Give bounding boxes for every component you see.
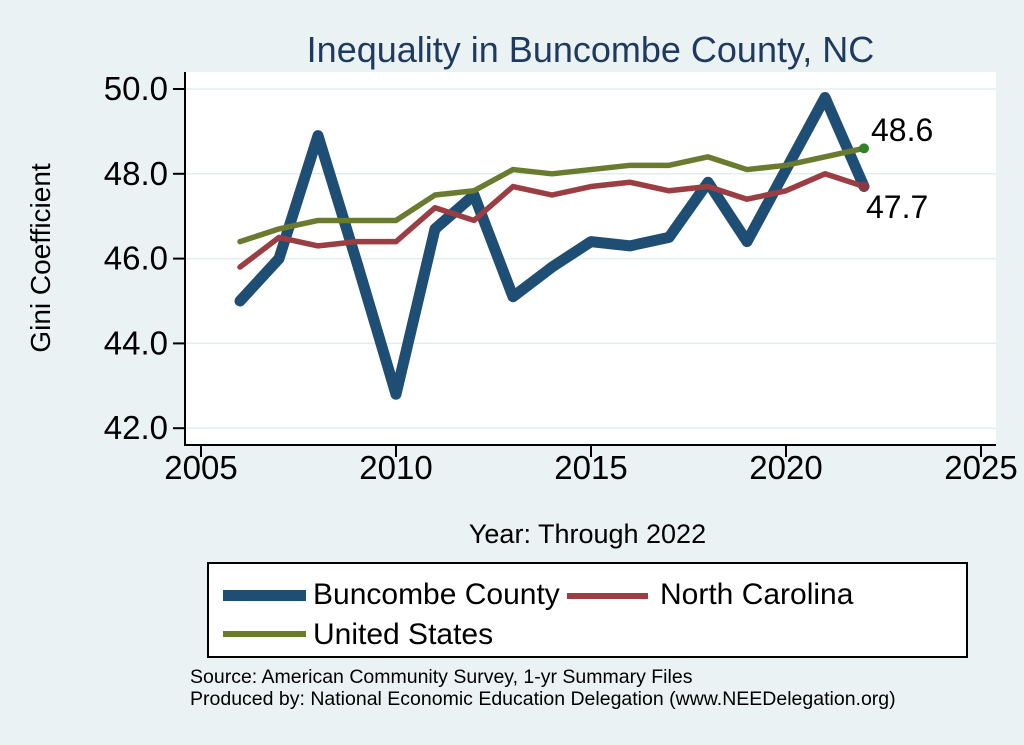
x-tick-label: 2015 [554,449,627,486]
y-tick-label: 48.0 [104,155,168,192]
legend-swatch-buncombe-county [223,590,306,601]
produced-by-note: Produced by: National Economic Education… [190,688,896,710]
x-tick-label: 2005 [164,449,237,486]
line-united-states [237,145,867,245]
y-tick-label: 44.0 [104,324,168,361]
x-tick-label: 2025 [944,449,1017,486]
y-tick-label: 46.0 [104,240,168,277]
y-tick-label: 50.0 [104,70,168,107]
source-note: Source: American Community Survey, 1-yr … [190,666,693,688]
legend-swatch-north-carolina [567,593,648,599]
x-tick-label: 2020 [749,449,822,486]
x-tick-label: 2010 [359,449,432,486]
legend-swatch-united-states [223,631,306,637]
end-marker-north-carolina [859,181,869,192]
line-north-carolina [237,171,867,270]
end-label: 47.7 [866,189,928,225]
legend-label-united-states: United States [313,618,494,651]
legend-label-north-carolina: North Carolina [660,578,854,611]
legend-label-buncombe-county: Buncombe County [313,578,560,611]
chart-title: Inequality in Buncombe County, NC [307,29,875,70]
end-label: 48.6 [871,112,933,148]
y-tick-label: 42.0 [104,409,168,446]
legend: Buncombe County North Carolina United St… [207,562,968,658]
end-marker-united-states [859,143,869,154]
x-axis-title: Year: Through 2022 [469,519,706,549]
y-axis-title: Gini Coefficient [25,163,56,353]
